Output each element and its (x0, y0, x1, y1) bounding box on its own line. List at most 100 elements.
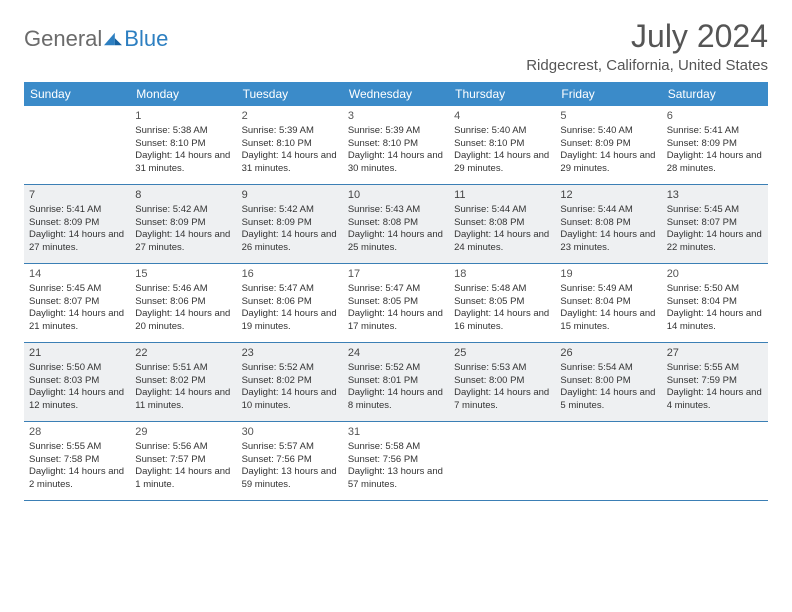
day-number: 11 (454, 188, 550, 203)
day-info-line: Sunset: 8:07 PM (29, 296, 125, 309)
day-cell: 11Sunrise: 5:44 AMSunset: 8:08 PMDayligh… (449, 185, 555, 263)
day-info-line: Sunset: 8:07 PM (667, 217, 763, 230)
day-cell: 21Sunrise: 5:50 AMSunset: 8:03 PMDayligh… (24, 343, 130, 421)
day-cell (449, 422, 555, 500)
day-number: 25 (454, 346, 550, 361)
day-cell: 13Sunrise: 5:45 AMSunset: 8:07 PMDayligh… (662, 185, 768, 263)
day-info-line: Sunset: 8:06 PM (242, 296, 338, 309)
day-info-line: Daylight: 14 hours and 31 minutes. (135, 150, 231, 176)
day-cell (24, 106, 130, 184)
day-cell (662, 422, 768, 500)
day-info-line: Daylight: 13 hours and 57 minutes. (348, 466, 444, 492)
day-cell: 15Sunrise: 5:46 AMSunset: 8:06 PMDayligh… (130, 264, 236, 342)
day-info-line: Sunset: 8:04 PM (667, 296, 763, 309)
day-cell: 1Sunrise: 5:38 AMSunset: 8:10 PMDaylight… (130, 106, 236, 184)
logo: General Blue (24, 18, 168, 52)
day-cell: 12Sunrise: 5:44 AMSunset: 8:08 PMDayligh… (555, 185, 661, 263)
day-number: 18 (454, 267, 550, 282)
week-row: 21Sunrise: 5:50 AMSunset: 8:03 PMDayligh… (24, 343, 768, 422)
day-info-line: Sunset: 8:01 PM (348, 375, 444, 388)
day-info-line: Sunrise: 5:47 AM (348, 283, 444, 296)
day-info-line: Sunset: 8:10 PM (454, 138, 550, 151)
day-info-line: Sunset: 8:09 PM (29, 217, 125, 230)
day-info-line: Sunrise: 5:53 AM (454, 362, 550, 375)
day-number: 27 (667, 346, 763, 361)
day-cell (555, 422, 661, 500)
day-info-line: Daylight: 14 hours and 30 minutes. (348, 150, 444, 176)
day-info-line: Daylight: 14 hours and 1 minute. (135, 466, 231, 492)
day-number: 15 (135, 267, 231, 282)
day-info-line: Sunset: 7:56 PM (242, 454, 338, 467)
weekday-header: Sunday (24, 82, 130, 106)
day-info-line: Sunrise: 5:58 AM (348, 441, 444, 454)
day-cell: 16Sunrise: 5:47 AMSunset: 8:06 PMDayligh… (237, 264, 343, 342)
day-number: 22 (135, 346, 231, 361)
day-info-line: Sunrise: 5:43 AM (348, 204, 444, 217)
day-number: 7 (29, 188, 125, 203)
day-info-line: Sunrise: 5:45 AM (29, 283, 125, 296)
day-info-line: Daylight: 14 hours and 20 minutes. (135, 308, 231, 334)
day-info-line: Sunset: 8:09 PM (560, 138, 656, 151)
day-cell: 31Sunrise: 5:58 AMSunset: 7:56 PMDayligh… (343, 422, 449, 500)
day-number: 31 (348, 425, 444, 440)
day-number: 28 (29, 425, 125, 440)
day-info-line: Daylight: 14 hours and 19 minutes. (242, 308, 338, 334)
day-info-line: Sunrise: 5:56 AM (135, 441, 231, 454)
weekday-header-row: SundayMondayTuesdayWednesdayThursdayFrid… (24, 82, 768, 106)
day-info-line: Daylight: 14 hours and 24 minutes. (454, 229, 550, 255)
day-info-line: Sunset: 8:03 PM (29, 375, 125, 388)
day-info-line: Sunrise: 5:52 AM (348, 362, 444, 375)
day-number: 5 (560, 109, 656, 124)
day-info-line: Sunset: 8:10 PM (135, 138, 231, 151)
day-info-line: Sunrise: 5:40 AM (454, 125, 550, 138)
day-number: 3 (348, 109, 444, 124)
weekday-header: Wednesday (343, 82, 449, 106)
day-number: 20 (667, 267, 763, 282)
day-info-line: Daylight: 14 hours and 10 minutes. (242, 387, 338, 413)
day-number: 6 (667, 109, 763, 124)
day-info-line: Daylight: 14 hours and 14 minutes. (667, 308, 763, 334)
day-number: 10 (348, 188, 444, 203)
day-cell: 7Sunrise: 5:41 AMSunset: 8:09 PMDaylight… (24, 185, 130, 263)
day-cell: 30Sunrise: 5:57 AMSunset: 7:56 PMDayligh… (237, 422, 343, 500)
day-number: 16 (242, 267, 338, 282)
day-info-line: Sunrise: 5:44 AM (560, 204, 656, 217)
weekday-header: Tuesday (237, 82, 343, 106)
week-row: 28Sunrise: 5:55 AMSunset: 7:58 PMDayligh… (24, 422, 768, 501)
day-info-line: Daylight: 14 hours and 15 minutes. (560, 308, 656, 334)
day-number: 19 (560, 267, 656, 282)
day-cell: 6Sunrise: 5:41 AMSunset: 8:09 PMDaylight… (662, 106, 768, 184)
day-info-line: Daylight: 14 hours and 21 minutes. (29, 308, 125, 334)
title-block: July 2024 Ridgecrest, California, United… (526, 18, 768, 74)
day-info-line: Sunset: 7:57 PM (135, 454, 231, 467)
day-number: 24 (348, 346, 444, 361)
day-info-line: Sunrise: 5:45 AM (667, 204, 763, 217)
day-cell: 28Sunrise: 5:55 AMSunset: 7:58 PMDayligh… (24, 422, 130, 500)
logo-text-general: General (24, 26, 102, 52)
day-number: 30 (242, 425, 338, 440)
day-cell: 25Sunrise: 5:53 AMSunset: 8:00 PMDayligh… (449, 343, 555, 421)
day-info-line: Sunrise: 5:39 AM (242, 125, 338, 138)
day-number: 13 (667, 188, 763, 203)
day-cell: 23Sunrise: 5:52 AMSunset: 8:02 PMDayligh… (237, 343, 343, 421)
day-cell: 19Sunrise: 5:49 AMSunset: 8:04 PMDayligh… (555, 264, 661, 342)
day-cell: 26Sunrise: 5:54 AMSunset: 8:00 PMDayligh… (555, 343, 661, 421)
day-cell: 27Sunrise: 5:55 AMSunset: 7:59 PMDayligh… (662, 343, 768, 421)
day-info-line: Sunrise: 5:41 AM (667, 125, 763, 138)
logo-text-blue: Blue (124, 26, 168, 52)
day-info-line: Sunrise: 5:54 AM (560, 362, 656, 375)
day-info-line: Sunset: 8:05 PM (454, 296, 550, 309)
day-info-line: Sunrise: 5:46 AM (135, 283, 231, 296)
day-info-line: Sunrise: 5:41 AM (29, 204, 125, 217)
day-info-line: Daylight: 14 hours and 2 minutes. (29, 466, 125, 492)
day-info-line: Daylight: 14 hours and 5 minutes. (560, 387, 656, 413)
day-info-line: Sunrise: 5:39 AM (348, 125, 444, 138)
day-cell: 18Sunrise: 5:48 AMSunset: 8:05 PMDayligh… (449, 264, 555, 342)
day-cell: 2Sunrise: 5:39 AMSunset: 8:10 PMDaylight… (237, 106, 343, 184)
day-info-line: Sunrise: 5:55 AM (29, 441, 125, 454)
day-cell: 17Sunrise: 5:47 AMSunset: 8:05 PMDayligh… (343, 264, 449, 342)
day-info-line: Sunset: 8:10 PM (242, 138, 338, 151)
weekday-header: Saturday (662, 82, 768, 106)
day-info-line: Sunset: 7:56 PM (348, 454, 444, 467)
day-info-line: Sunset: 8:08 PM (454, 217, 550, 230)
